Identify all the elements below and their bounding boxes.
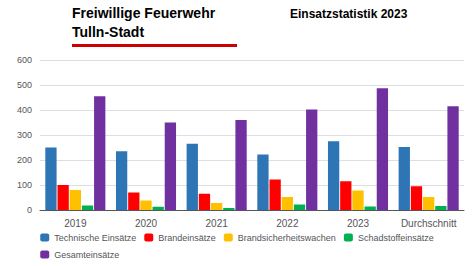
svg-text:0: 0 bbox=[27, 205, 32, 215]
svg-text:100: 100 bbox=[17, 180, 32, 190]
svg-text:Freiwillige Feuerwehr: Freiwillige Feuerwehr bbox=[72, 5, 216, 21]
svg-text:400: 400 bbox=[17, 105, 32, 115]
svg-text:Durchschnitt: Durchschnitt bbox=[401, 218, 457, 229]
svg-text:200: 200 bbox=[17, 155, 32, 165]
svg-text:600: 600 bbox=[17, 55, 32, 65]
svg-text:Brandeinsätze: Brandeinsätze bbox=[158, 233, 216, 243]
svg-text:2019: 2019 bbox=[64, 218, 87, 229]
svg-text:Brandsicherheitswachen: Brandsicherheitswachen bbox=[238, 233, 336, 243]
svg-text:Technische Einsätze: Technische Einsätze bbox=[54, 233, 136, 243]
svg-text:2023: 2023 bbox=[347, 218, 370, 229]
svg-text:300: 300 bbox=[17, 130, 32, 140]
svg-text:500: 500 bbox=[17, 80, 32, 90]
svg-text:Einsatzstatistik 2023: Einsatzstatistik 2023 bbox=[290, 7, 408, 21]
svg-text:Schadstoffeinsätze: Schadstoffeinsätze bbox=[358, 233, 434, 243]
svg-text:2020: 2020 bbox=[135, 218, 158, 229]
svg-text:Gesamteinsätze: Gesamteinsätze bbox=[54, 250, 119, 260]
svg-text:2022: 2022 bbox=[276, 218, 299, 229]
svg-text:2021: 2021 bbox=[206, 218, 229, 229]
svg-text:Tulln-Stadt: Tulln-Stadt bbox=[72, 24, 144, 40]
